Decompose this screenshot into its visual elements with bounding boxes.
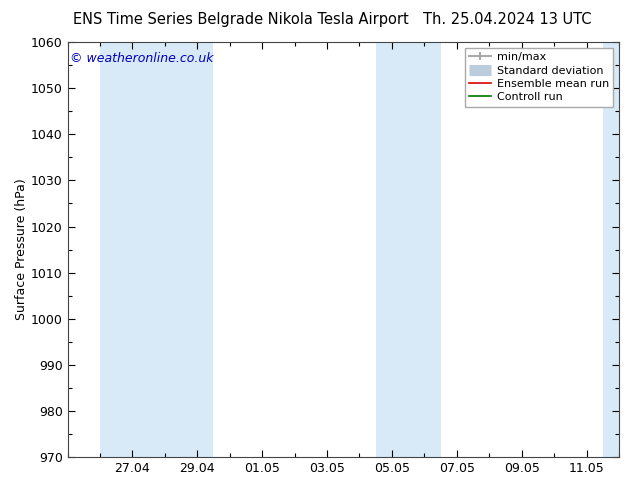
Bar <box>376 42 441 457</box>
Legend: min/max, Standard deviation, Ensemble mean run, Controll run: min/max, Standard deviation, Ensemble me… <box>465 48 614 107</box>
Text: ENS Time Series Belgrade Nikola Tesla Airport: ENS Time Series Belgrade Nikola Tesla Ai… <box>73 12 409 27</box>
Text: Th. 25.04.2024 13 UTC: Th. 25.04.2024 13 UTC <box>423 12 592 27</box>
Y-axis label: Surface Pressure (hPa): Surface Pressure (hPa) <box>15 179 28 320</box>
Text: © weatheronline.co.uk: © weatheronline.co.uk <box>70 52 214 66</box>
Bar <box>100 42 214 457</box>
Bar <box>603 42 619 457</box>
